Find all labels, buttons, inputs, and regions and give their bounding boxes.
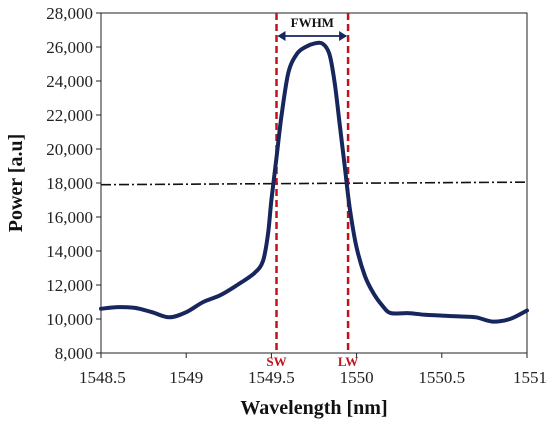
y-tick-label: 22,000 [46,106,93,125]
x-tick-label: 1549 [169,368,203,387]
y-tick-label: 8,000 [55,344,93,363]
y-tick-label: 10,000 [46,310,93,329]
y-tick-label: 16,000 [46,208,93,227]
x-axis-ticks: 1548.5 1549 1549.5 1550 1550.5 1551 [79,353,547,387]
x-tick-label: 1550 [340,368,374,387]
y-tick-label: 14,000 [46,242,93,261]
x-tick-label: 1551 [513,368,547,387]
spectrum-curve [99,40,529,324]
threshold-line [100,181,528,186]
y-tick-label: 26,000 [46,38,93,57]
x-tick-label: 1550.5 [418,368,465,387]
x-axis-title: Wavelength [nm] [240,397,387,419]
y-tick-label: 28,000 [46,4,93,23]
marker-label-lw: LW [338,354,358,369]
y-tick-label: 12,000 [46,276,93,295]
y-tick-label: 24,000 [46,72,93,91]
y-tick-label: 20,000 [46,140,93,159]
x-tick-label: 1549.5 [248,368,295,387]
y-axis-ticks: 8,000 10,000 12,000 14,000 16,000 18,000 20,00… [46,4,101,363]
fwhm-arrowhead-right [339,31,348,41]
y-axis-title: Power [a.u] [5,134,27,233]
fwhm-label: FWHM [291,15,334,30]
fwhm-arrowhead-left [277,31,286,41]
x-tick-label: 1548.5 [79,368,126,387]
fwhm-annotation: FWHM [277,15,348,41]
marker-label-sw: SW [266,354,286,369]
y-tick-label: 18,000 [46,174,93,193]
